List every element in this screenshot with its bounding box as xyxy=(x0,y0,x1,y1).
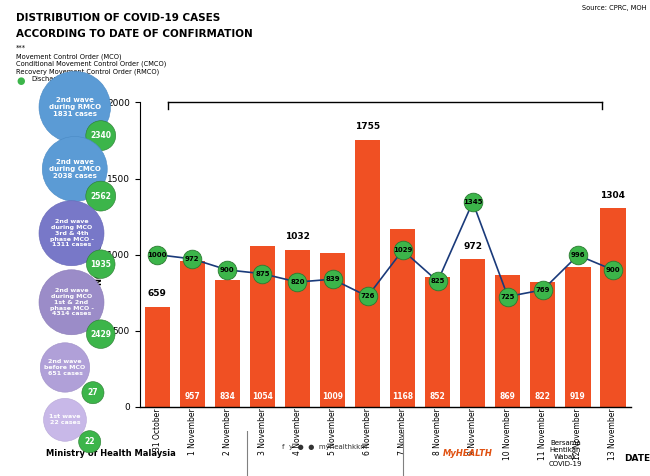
Text: 2429: 2429 xyxy=(90,330,111,338)
Text: Discharged: Discharged xyxy=(31,76,69,82)
Bar xyxy=(390,229,415,407)
Text: 2nd wave
before MCO
651 cases: 2nd wave before MCO 651 cases xyxy=(44,359,86,376)
Text: 1935: 1935 xyxy=(90,260,111,268)
Text: 1032: 1032 xyxy=(285,232,310,241)
Text: 2nd wave
during MCO
1st & 2nd
phase MCO -
4314 cases: 2nd wave during MCO 1st & 2nd phase MCO … xyxy=(49,288,94,317)
Point xyxy=(608,266,618,274)
Text: DISTRIBUTION OF COVID-19 CASES: DISTRIBUTION OF COVID-19 CASES xyxy=(16,13,220,23)
Bar xyxy=(214,280,240,407)
Text: 820: 820 xyxy=(291,279,305,285)
Text: 834: 834 xyxy=(220,392,235,401)
Point xyxy=(432,278,443,285)
Text: Source: CPRC, MOH: Source: CPRC, MOH xyxy=(582,5,647,11)
Text: 869: 869 xyxy=(500,392,515,401)
Text: 1054: 1054 xyxy=(252,392,273,401)
Text: Movement Control Order (MCO): Movement Control Order (MCO) xyxy=(16,53,122,60)
Text: 900: 900 xyxy=(220,267,235,273)
Text: Conditional Movement Control Order (CMCO): Conditional Movement Control Order (CMCO… xyxy=(16,61,166,68)
Text: 852: 852 xyxy=(430,392,446,401)
Bar xyxy=(495,275,521,407)
Bar xyxy=(530,282,556,407)
Point xyxy=(573,251,583,259)
Text: 2nd wave
during RMCO
1831 cases: 2nd wave during RMCO 1831 cases xyxy=(49,97,101,117)
Text: 3rd wave
during RMCO
34,928 cases: 3rd wave during RMCO 34,928 cases xyxy=(362,28,434,60)
Text: ●: ● xyxy=(16,76,25,86)
Text: 822: 822 xyxy=(535,392,551,401)
Text: 919: 919 xyxy=(570,392,586,401)
Point xyxy=(328,276,338,283)
Point xyxy=(292,278,303,286)
Text: 2nd wave
during CMCO
2038 cases: 2nd wave during CMCO 2038 cases xyxy=(49,159,101,179)
Bar xyxy=(460,259,486,407)
Text: 1029: 1029 xyxy=(393,247,412,253)
Point xyxy=(397,247,408,254)
Text: 1304: 1304 xyxy=(601,191,625,200)
Text: 769: 769 xyxy=(536,287,550,293)
Point xyxy=(363,293,373,300)
Bar xyxy=(355,139,380,407)
Bar xyxy=(566,267,591,407)
Bar xyxy=(250,247,275,407)
Text: MyHEALTH: MyHEALTH xyxy=(443,449,493,458)
Text: Bersama
Hentikan
Wabak
COVID-19: Bersama Hentikan Wabak COVID-19 xyxy=(549,440,582,467)
Text: 2nd wave
during MCO
3rd & 4th
phase MCO -
1311 cases: 2nd wave during MCO 3rd & 4th phase MCO … xyxy=(49,219,94,248)
Text: 900: 900 xyxy=(606,267,620,273)
Text: 27: 27 xyxy=(88,388,98,397)
Text: Ministry of Health Malaysia: Ministry of Health Malaysia xyxy=(46,449,176,458)
Text: 726: 726 xyxy=(360,293,375,299)
Text: 957: 957 xyxy=(185,392,200,401)
Y-axis label: NO. OF CASE: NO. OF CASE xyxy=(96,225,104,285)
Point xyxy=(222,266,233,274)
Bar xyxy=(285,250,310,407)
Text: 996: 996 xyxy=(571,252,585,258)
Text: 2340: 2340 xyxy=(90,131,111,140)
Text: f  y  ●  ●  myhealthkkm: f y ● ● myhealthkkm xyxy=(283,444,367,450)
Text: ACCORDING TO DATE OF CONFIRMATION: ACCORDING TO DATE OF CONFIRMATION xyxy=(16,29,253,39)
Bar xyxy=(179,261,205,407)
Text: 875: 875 xyxy=(255,271,270,277)
Text: 1000: 1000 xyxy=(148,252,167,258)
Point xyxy=(187,255,198,263)
Text: Recovery Movement Control Order (RMCO): Recovery Movement Control Order (RMCO) xyxy=(16,69,159,75)
Text: 725: 725 xyxy=(500,294,515,299)
Text: 1168: 1168 xyxy=(392,392,413,401)
Point xyxy=(467,198,478,206)
Text: ***: *** xyxy=(16,45,27,51)
Text: 1755: 1755 xyxy=(355,122,380,131)
Text: DATE: DATE xyxy=(623,454,650,463)
Text: 2562: 2562 xyxy=(90,192,111,200)
Text: 825: 825 xyxy=(430,278,445,284)
Text: 1st wave
22 cases: 1st wave 22 cases xyxy=(49,415,81,425)
Text: 839: 839 xyxy=(325,276,340,282)
Text: 972: 972 xyxy=(185,256,200,262)
Text: 1345: 1345 xyxy=(463,199,482,205)
Point xyxy=(257,270,268,278)
Text: 22: 22 xyxy=(84,437,95,446)
Bar xyxy=(601,208,625,407)
Text: 972: 972 xyxy=(463,241,482,250)
Text: 1009: 1009 xyxy=(322,392,343,401)
Point xyxy=(152,251,162,258)
Bar xyxy=(425,277,450,407)
Point xyxy=(502,293,513,300)
Point xyxy=(538,286,548,294)
Text: 659: 659 xyxy=(148,289,166,298)
Bar xyxy=(145,307,170,407)
Bar xyxy=(320,253,345,407)
